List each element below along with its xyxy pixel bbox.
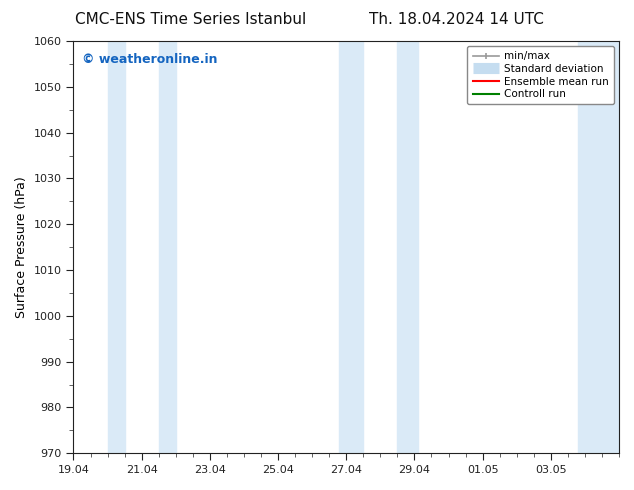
Bar [398, 41, 418, 453]
Y-axis label: Surface Pressure (hPa): Surface Pressure (hPa) [15, 176, 28, 318]
Bar [578, 41, 619, 453]
Text: Th. 18.04.2024 14 UTC: Th. 18.04.2024 14 UTC [369, 12, 544, 27]
Text: © weatheronline.in: © weatheronline.in [82, 53, 217, 67]
Bar [158, 41, 176, 453]
Legend: min/max, Standard deviation, Ensemble mean run, Controll run: min/max, Standard deviation, Ensemble me… [467, 46, 614, 104]
Bar [339, 41, 363, 453]
Text: CMC-ENS Time Series Istanbul: CMC-ENS Time Series Istanbul [75, 12, 306, 27]
Bar [108, 41, 125, 453]
